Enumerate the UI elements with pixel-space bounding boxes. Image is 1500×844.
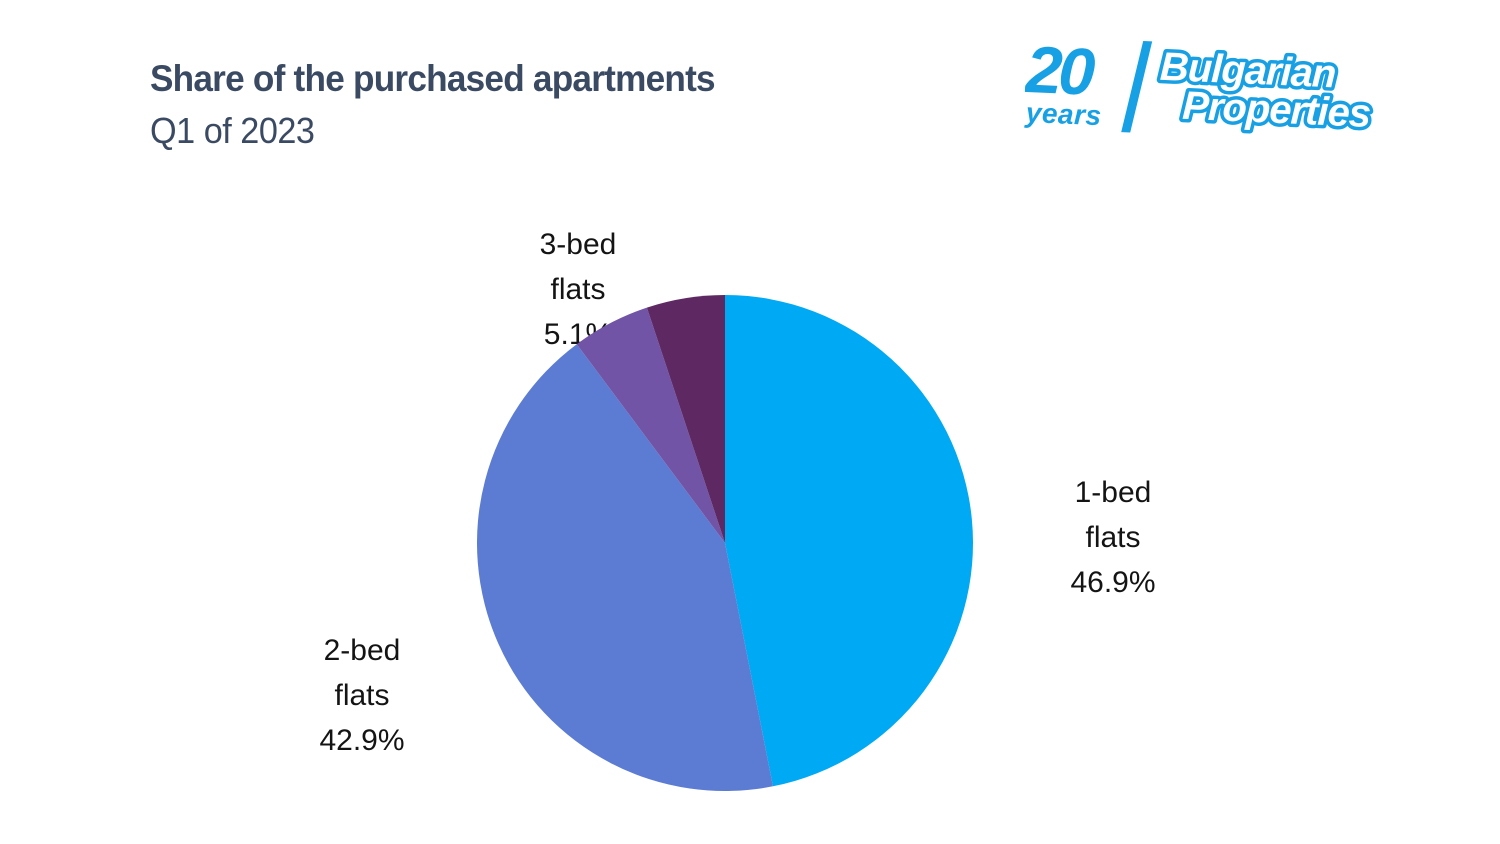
logo-slash — [1121, 40, 1153, 133]
pie-label-line: flats — [550, 273, 606, 306]
pie-slice-unlabeled — [646, 295, 725, 543]
pie-label-line: 3-bed — [539, 228, 617, 261]
logo-20-text: 20 — [1023, 32, 1097, 109]
pie-slice-2-bed-flats — [477, 344, 773, 791]
pie-label-1-bed-flats: 1-bed flats 46.9% — [1003, 470, 1223, 605]
pie-label-line: flats — [334, 679, 390, 712]
pie-label-2-bed-flats: 2-bed flats 42.9% — [252, 628, 472, 763]
pie-slice-3-bed-flats — [576, 307, 725, 543]
bulgarian-properties-logo: 20 years Bulgarian Properties — [1023, 32, 1375, 140]
header: Share of the purchased apartments Q1 of … — [150, 58, 745, 152]
pie-label-line: 46.9% — [1070, 566, 1156, 599]
pie-label-line: 1-bed — [1074, 476, 1152, 509]
logo-name-line2: Properties — [1181, 84, 1371, 136]
pie-slice-1-bed-flats — [725, 295, 973, 787]
pie-label-line: flats — [1085, 521, 1141, 554]
logo-name-line1: Bulgarian — [1159, 45, 1336, 97]
pie-chart — [477, 295, 973, 791]
pie-label-line: 42.9% — [319, 724, 405, 757]
logo-years-text: years — [1023, 97, 1102, 131]
pie-label-line: 2-bed — [323, 634, 401, 667]
page-title: Share of the purchased apartments — [150, 58, 716, 99]
page-subtitle: Q1 of 2023 — [150, 110, 315, 151]
